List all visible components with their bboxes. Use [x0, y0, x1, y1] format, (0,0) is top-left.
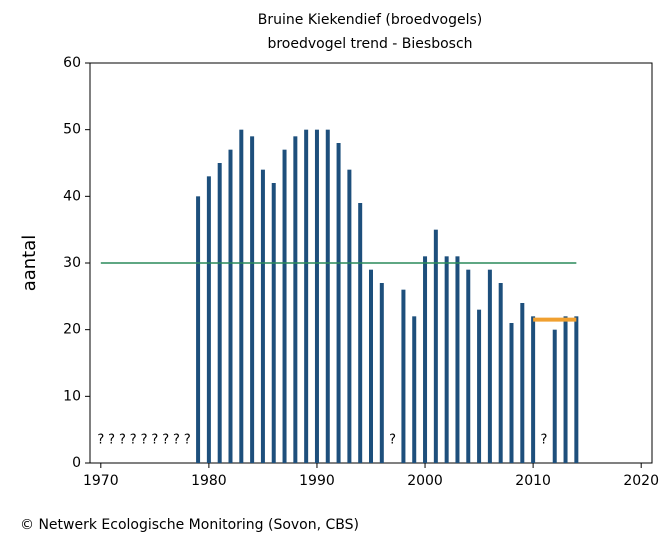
- bar: [379, 283, 384, 463]
- bar: [477, 309, 482, 463]
- x-tick-label: 1980: [191, 473, 227, 489]
- bar: [509, 323, 514, 463]
- unknown-label: ?: [184, 433, 191, 448]
- unknown-label: ?: [97, 433, 104, 448]
- bar: [552, 329, 557, 463]
- footer: © Netwerk Ecologische Monitoring (Sovon,…: [20, 517, 359, 533]
- bar: [531, 316, 536, 463]
- unknown-label: ?: [540, 433, 547, 448]
- bar: [206, 176, 211, 464]
- bar: [314, 129, 319, 463]
- y-tick-label: 10: [63, 388, 81, 404]
- bar: [563, 316, 568, 463]
- bar: [239, 129, 244, 463]
- y-tick-label: 0: [72, 455, 81, 471]
- y-tick-label: 20: [63, 322, 81, 338]
- bar: [574, 316, 579, 463]
- bar: [433, 229, 438, 463]
- bar: [336, 143, 341, 463]
- bar: [347, 169, 352, 463]
- bar: [466, 269, 471, 463]
- unknown-label: ?: [162, 433, 169, 448]
- bar: [369, 269, 373, 463]
- bar: [401, 289, 406, 463]
- bar: [196, 196, 201, 464]
- bar: [412, 316, 417, 463]
- bar: [282, 149, 287, 463]
- x-tick-label: 1970: [83, 473, 119, 489]
- bar: [498, 283, 503, 463]
- bar: [271, 183, 276, 463]
- bar: [455, 256, 460, 463]
- unknown-label: ?: [119, 433, 126, 448]
- x-tick-label: 1990: [299, 473, 335, 489]
- unknown-label: ?: [108, 433, 115, 448]
- y-tick-label: 40: [63, 188, 81, 204]
- x-tick-label: 2010: [515, 473, 551, 489]
- bar: [444, 256, 449, 463]
- y-tick-label: 30: [63, 255, 81, 271]
- bar: [250, 136, 255, 464]
- x-tick-label: 2000: [407, 473, 443, 489]
- y-tick-label: 50: [63, 122, 81, 138]
- bar: [423, 256, 428, 463]
- bar: [260, 169, 265, 463]
- chart-title: Bruine Kiekendief (broedvogels): [258, 12, 482, 28]
- unknown-label: ?: [130, 433, 137, 448]
- y-axis-label: aantal: [19, 235, 40, 292]
- bar: [358, 203, 363, 463]
- bar: [520, 303, 525, 463]
- unknown-label: ?: [151, 433, 158, 448]
- bar: [325, 129, 330, 463]
- unknown-label: ?: [173, 433, 180, 448]
- unknown-label: ?: [389, 433, 396, 448]
- bar: [293, 136, 298, 464]
- x-tick-label: 2020: [623, 473, 659, 489]
- bar: [304, 129, 309, 463]
- unknown-label: ?: [141, 433, 148, 448]
- bar: [228, 149, 233, 463]
- bar: [487, 269, 492, 463]
- bar: [217, 163, 222, 463]
- chart-subtitle: broedvogel trend - Biesbosch: [267, 36, 472, 52]
- y-tick-label: 60: [63, 55, 81, 71]
